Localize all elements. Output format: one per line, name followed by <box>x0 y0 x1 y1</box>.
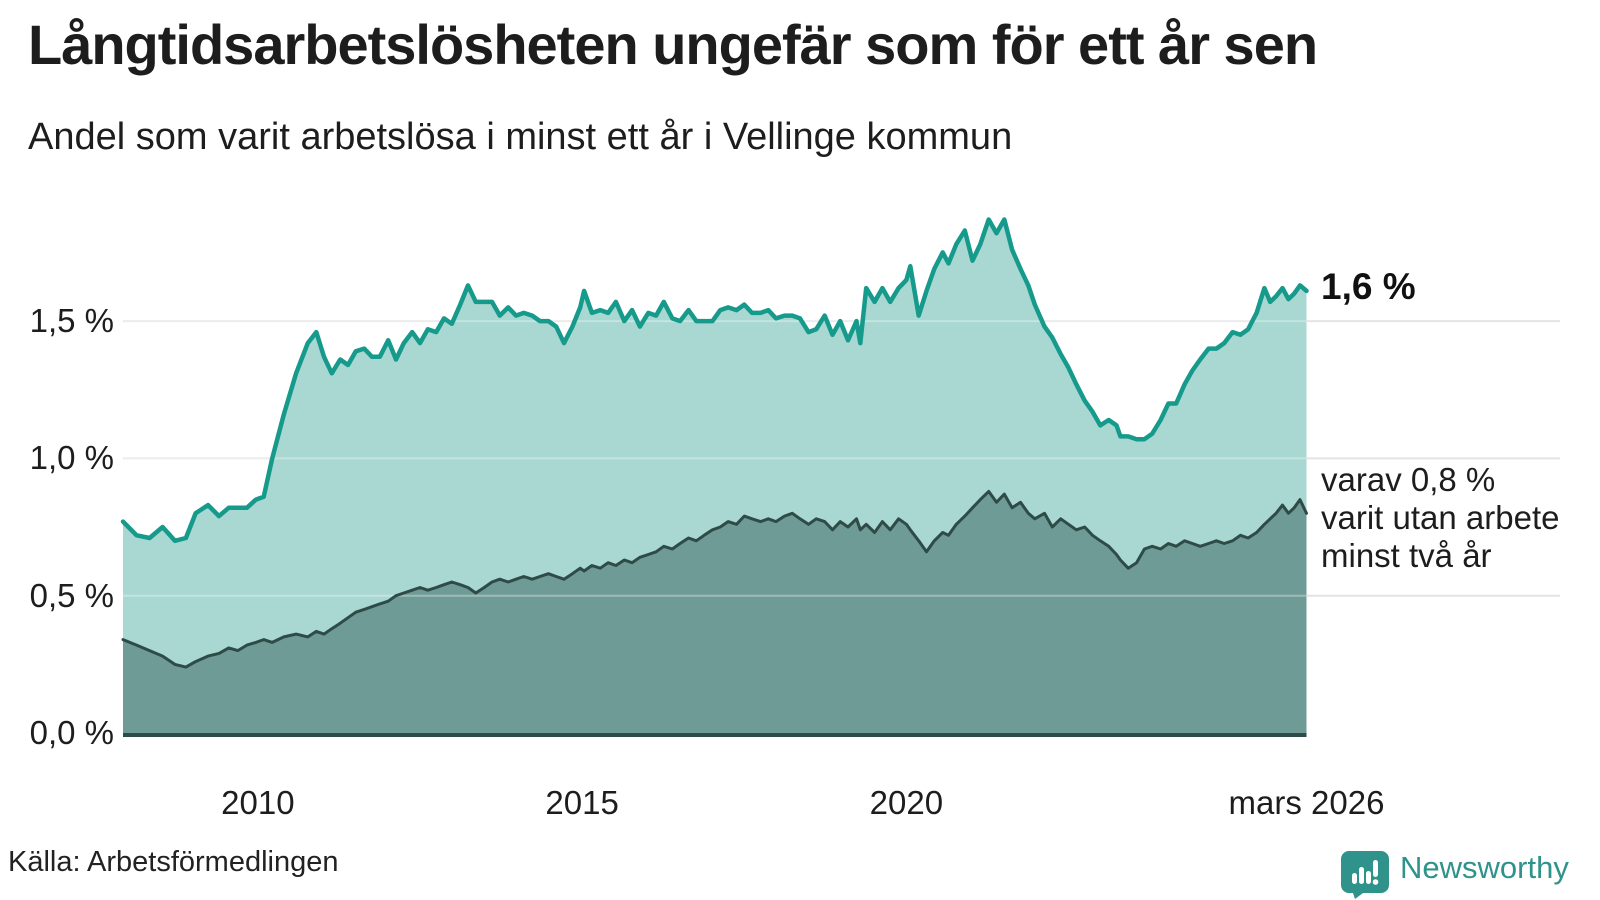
x-tick-label: mars 2026 <box>1228 784 1385 821</box>
newsworthy-logo: Newsworthy <box>1338 843 1569 899</box>
newsworthy-wordmark: Newsworthy <box>1400 850 1569 885</box>
two-year-unemployed-line <box>121 489 1308 669</box>
x-tick-label: 2010 <box>221 784 295 821</box>
chart-title: Långtidsarbetslösheten ungefär som för e… <box>28 13 1318 76</box>
two-year-unemployed-area <box>123 491 1307 733</box>
latest-value-annotation: 1,6 % <box>1321 266 1416 307</box>
y-tick-label: 0,0 % <box>29 714 114 751</box>
x-tick-label: 2020 <box>869 784 944 821</box>
two-year-annotation: varav 0,8 % varit utan arbete minst två … <box>1321 461 1560 574</box>
total-unemployed-line <box>120 217 1309 544</box>
source-text: Källa: Arbetsförmedlingen <box>8 846 339 878</box>
y-tick-label: 1,0 % <box>29 439 114 477</box>
newsworthy-speech-bubble-icon <box>1341 851 1389 899</box>
y-tick-label: 1,5 % <box>29 302 114 340</box>
x-tick-label: 2015 <box>545 784 619 821</box>
chart-subtitle: Andel som varit arbetslösa i minst ett å… <box>28 116 1013 158</box>
y-tick-label: 0,5 % <box>29 576 114 614</box>
